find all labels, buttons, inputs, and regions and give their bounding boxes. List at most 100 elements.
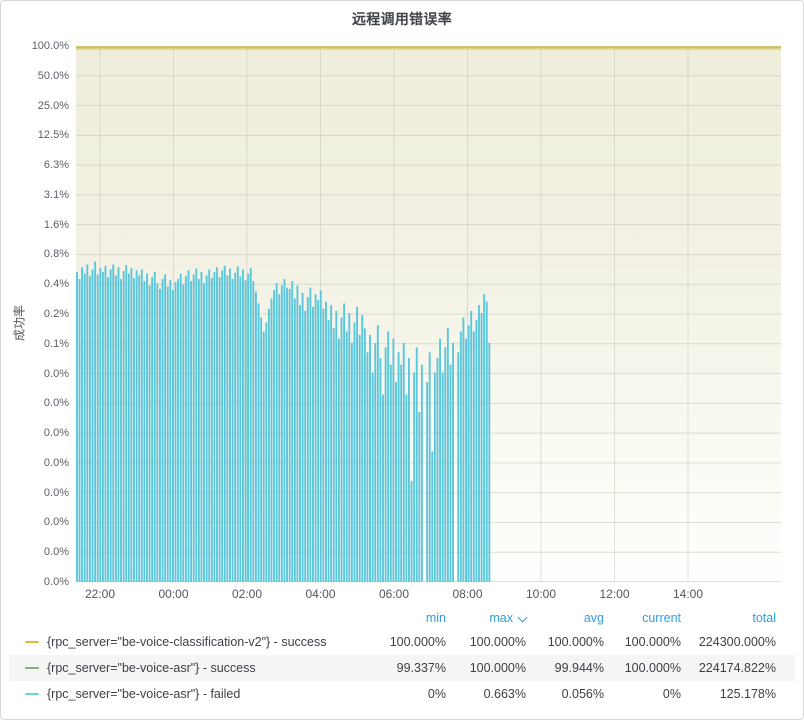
failed-rate-bar [101, 271, 104, 582]
failed-rate-bar [104, 265, 107, 582]
failed-rate-bar [475, 320, 478, 582]
y-tick-label: 0.0% [43, 516, 69, 529]
y-tick-label: 12.5% [37, 129, 69, 142]
failed-rate-bar [205, 275, 208, 582]
failed-rate-bar [418, 411, 421, 582]
x-tick-label: 08:00 [452, 587, 483, 601]
legend-column-label: max [489, 611, 513, 625]
failed-rate-bar [200, 271, 203, 582]
failed-rate-bar [254, 291, 257, 582]
legend-series-label[interactable]: {rpc_server="be-voice-asr"} - success [25, 661, 356, 675]
failed-rate-bar [166, 286, 169, 582]
failed-rate-bar [78, 279, 81, 582]
y-tick-label: 0.0% [43, 486, 69, 499]
failed-rate-bar [94, 261, 97, 582]
legend-cell-min: 99.337% [396, 661, 446, 675]
failed-rate-bar [348, 313, 351, 582]
failed-rate-bar [478, 305, 480, 582]
failed-rate-bar [114, 275, 117, 582]
failed-rate-bar [410, 481, 413, 582]
legend-table: min max avg current total {rpc_server="be-vo… [1, 607, 803, 707]
failed-rate-bar [182, 284, 185, 582]
failed-rate-bar [319, 290, 322, 582]
legend-color-swatch-icon [25, 693, 39, 695]
failed-rate-bar [210, 278, 213, 582]
failed-rate-bar [267, 308, 270, 582]
failed-rate-bar [363, 328, 366, 582]
failed-rate-bar [433, 372, 436, 582]
legend-column-label: current [642, 611, 681, 625]
y-tick-label: 0.0% [43, 367, 69, 380]
legend-series-label[interactable]: {rpc_server="be-voice-classification-v2"… [25, 635, 356, 649]
failed-rate-bar [457, 352, 460, 582]
failed-rate-bar [312, 307, 314, 582]
failed-rate-bar [197, 279, 200, 582]
panel-title[interactable]: 远程调用错误率 [351, 11, 453, 27]
legend-column-header-avg[interactable]: avg [526, 611, 604, 625]
failed-rate-bar [81, 267, 84, 582]
failed-rate-bar [371, 372, 374, 582]
failed-rate-bar [76, 271, 78, 582]
legend-column-header-current[interactable]: current [604, 611, 681, 625]
failed-rate-bar [340, 317, 343, 582]
failed-rate-bar [223, 265, 226, 582]
failed-rate-bar [96, 274, 99, 582]
failed-rate-bar [379, 358, 382, 582]
y-tick-label: 0.0% [43, 576, 69, 588]
failed-rate-bar [239, 276, 242, 582]
failed-rate-bar [369, 334, 371, 582]
legend-cell-total: 224300.000% [698, 635, 776, 649]
x-tick-label: 10:00 [525, 587, 557, 601]
failed-rate-bar [260, 317, 263, 582]
failed-rate-bar [288, 288, 291, 582]
failed-rate-bar [151, 277, 154, 582]
failed-rate-bar [171, 290, 174, 582]
x-tick-label: 14:00 [672, 587, 704, 601]
failed-rate-bar [262, 331, 265, 582]
legend-rows: {rpc_server="be-voice-classification-v2"… [1, 629, 803, 707]
legend-cell-total: 224174.822% [698, 661, 776, 675]
failed-rate-bar [402, 342, 405, 582]
failed-rate-bar [117, 267, 120, 582]
failed-rate-bar [353, 322, 356, 582]
failed-rate-bar [122, 271, 125, 582]
failed-rate-bar [293, 298, 296, 582]
y-tick-label: 0.4% [43, 278, 69, 291]
failed-rate-bar [304, 310, 307, 582]
plot-area[interactable] [76, 46, 781, 582]
failed-rate-bar [439, 338, 442, 582]
failed-rate-bar [345, 331, 348, 582]
failed-rate-bar [83, 273, 86, 582]
failed-rate-bar [488, 342, 491, 582]
failed-rate-bar [273, 290, 276, 582]
legend-column-header-max[interactable]: max [446, 611, 528, 625]
failed-rate-bar [192, 274, 195, 582]
failed-rate-bar [125, 265, 128, 582]
failed-rate-bar [387, 331, 390, 582]
failed-rate-bar [358, 334, 361, 582]
failed-rate-bar [376, 325, 379, 582]
failed-rate-bar [301, 292, 304, 582]
failed-rate-bar [470, 310, 473, 582]
legend-series-label[interactable]: {rpc_server="be-voice-asr"} - failed [25, 687, 356, 701]
failed-rate-bar [86, 264, 89, 582]
failed-rate-bar [283, 279, 286, 582]
failed-rate-bar [467, 325, 470, 582]
failed-rate-bar [420, 364, 423, 582]
series-name: {rpc_server="be-voice-asr"} - success [47, 661, 256, 675]
failed-rate-bar [449, 364, 452, 582]
failed-rate-bar [229, 268, 231, 582]
failed-rate-bar [366, 352, 369, 582]
failed-rate-bar [187, 270, 190, 582]
failed-rate-bar [203, 283, 205, 582]
legend-row: {rpc_server="be-voice-asr"} - failed 0% 0.… [9, 681, 795, 707]
y-tick-label: 3.1% [43, 188, 69, 201]
legend-cell-max: 100.000% [469, 661, 526, 675]
y-tick-label: 1.6% [43, 218, 69, 231]
legend-column-header-min[interactable]: min [356, 611, 446, 625]
legend-cell-total: 125.178% [719, 687, 776, 701]
failed-rate-bar [483, 294, 486, 582]
failed-rate-bar [330, 305, 333, 582]
failed-rate-bar [135, 270, 138, 582]
legend-column-header-total[interactable]: total [681, 611, 776, 625]
